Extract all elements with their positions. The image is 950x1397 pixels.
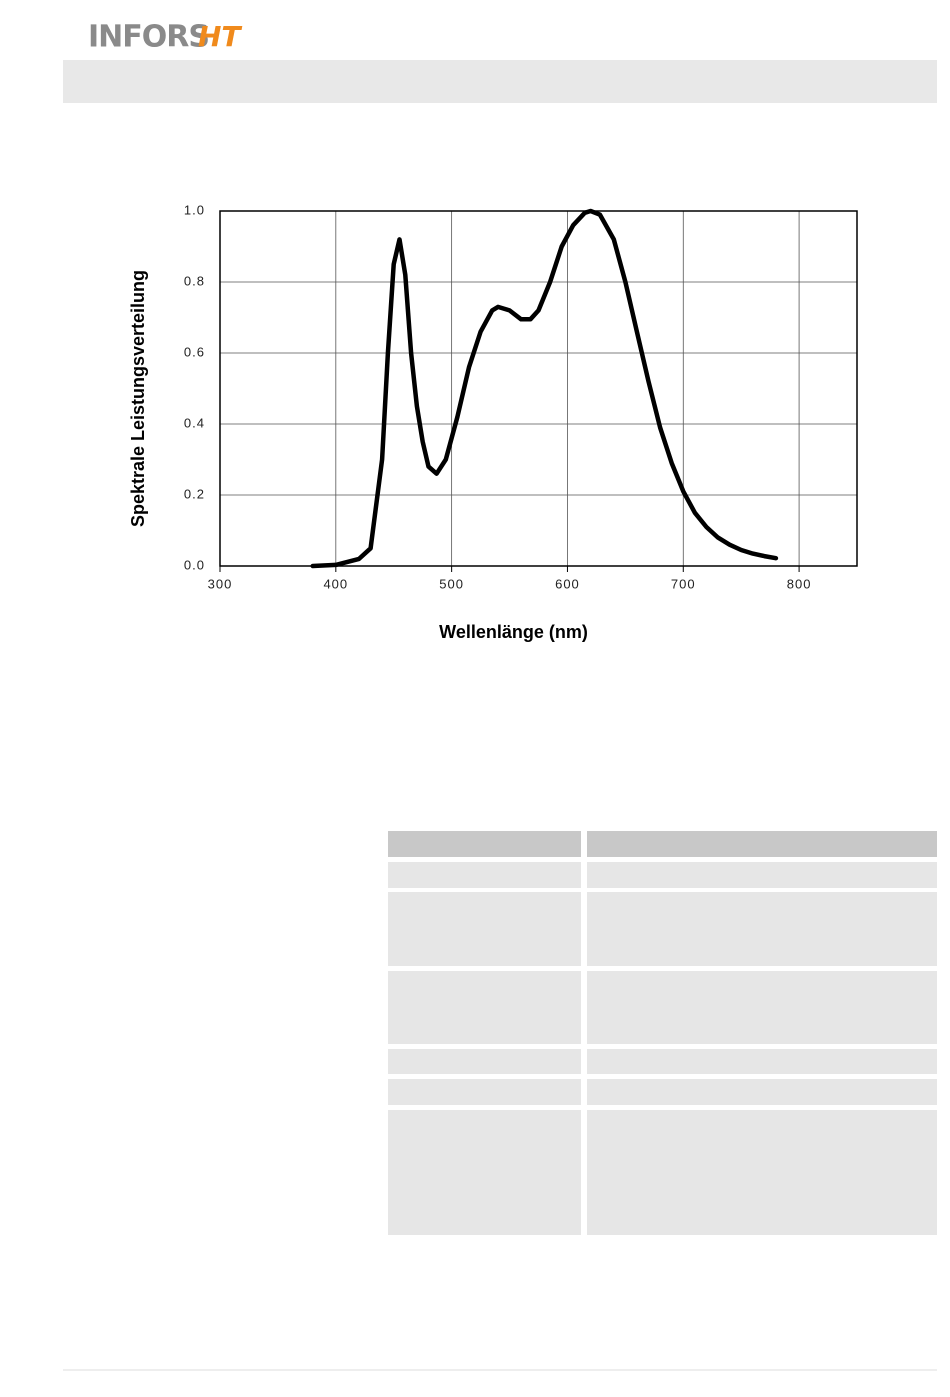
table [388,831,937,1235]
y-tick-label: 0.4 [184,415,205,430]
plot-frame [219,210,858,567]
x-axis-label: Wellenlänge (nm) [439,622,588,642]
x-tick-label: 300 [208,576,233,591]
y-tick-label: 0.2 [184,486,205,501]
y-axis-label: Spektrale Leistungsverteilung [128,270,148,527]
table-cell [388,971,581,1044]
brand-mark: HT [198,20,242,53]
x-tick-label: 600 [555,576,580,591]
table-cell [587,1079,937,1105]
x-tick-label: 400 [323,576,348,591]
table-header-cell [587,831,937,857]
y-tick-label: 0.8 [184,273,205,288]
header-bar [63,60,937,103]
x-tick-label: 700 [671,576,696,591]
table-cell [388,892,581,966]
x-tick-label: 500 [439,576,464,591]
y-tick-label: 1.0 [184,202,205,217]
table-cell [587,892,937,966]
table-cell [587,1049,937,1074]
table-cell [388,1079,581,1105]
spectrum-line [310,208,779,569]
table-cell [388,1110,581,1235]
table-header-cell [388,831,581,857]
chart: 0.0 0.2 0.4 0.6 0.8 1.0 300 400 500 600 700 800 Well… [128,202,858,642]
table-cell [587,1110,937,1235]
table-cell [587,971,937,1044]
table-cell [587,862,937,888]
table-cell [388,1049,581,1074]
table-cell [388,862,581,888]
x-tick-label: 800 [787,576,812,591]
y-tick-label: 0.0 [184,557,205,572]
brand: INFORS [88,20,209,55]
y-tick-label: 0.6 [184,344,205,359]
